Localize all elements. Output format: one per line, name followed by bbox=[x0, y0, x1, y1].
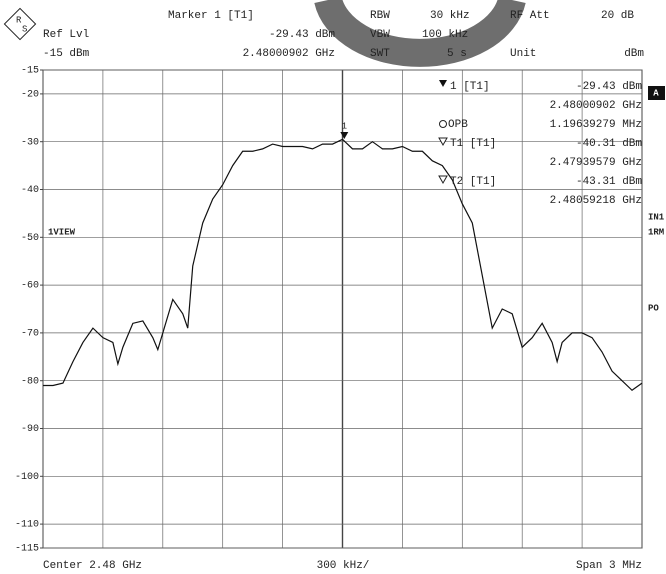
y-tick-label: -70 bbox=[21, 329, 39, 340]
panel-text: 1.19639279 MHz bbox=[550, 119, 642, 131]
marker-freq: 2.48000902 GHz bbox=[243, 48, 335, 60]
vbw-label: VBW bbox=[370, 29, 390, 41]
marker-label: 1 bbox=[342, 121, 347, 131]
trace-label: 1VIEW bbox=[48, 228, 76, 238]
unit-label: Unit bbox=[510, 48, 536, 60]
side-label: PO bbox=[648, 303, 659, 313]
logo: R S bbox=[3, 7, 37, 41]
panel-text: -43.31 dBm bbox=[576, 176, 642, 188]
footer-div: 300 kHz/ bbox=[317, 560, 370, 572]
y-tick-label: -80 bbox=[21, 376, 39, 387]
unit-value: dBm bbox=[624, 48, 644, 60]
trace bbox=[43, 138, 643, 392]
panel-text: 1 [T1] bbox=[450, 81, 490, 93]
marker-icon bbox=[439, 80, 447, 87]
y-tick-label: -15 bbox=[21, 66, 39, 77]
marker-panel: 1 [T1] -29.43 dBm 2.48000902 GHz OPB 1.1… bbox=[438, 80, 642, 207]
panel-text: 2.48059218 GHz bbox=[550, 195, 642, 207]
swt-label: SWT bbox=[370, 48, 390, 60]
att-label: RF Att bbox=[510, 10, 550, 22]
y-tick-label: -90 bbox=[21, 424, 39, 435]
marker-icon bbox=[438, 175, 448, 185]
y-tick-label: -115 bbox=[15, 544, 39, 555]
y-tick-label: -40 bbox=[21, 185, 39, 196]
panel-text: -29.43 dBm bbox=[576, 81, 642, 93]
y-tick-label: -100 bbox=[15, 472, 39, 483]
panel-text: 2.48000902 GHz bbox=[550, 100, 642, 112]
ref-value: -15 dBm bbox=[43, 48, 90, 60]
y-tick-label: -20 bbox=[21, 90, 39, 101]
panel-text: OPB bbox=[448, 119, 468, 131]
rbw-label: RBW bbox=[370, 10, 390, 22]
panel-text: 2.47939579 GHz bbox=[550, 157, 642, 169]
panel-text: T2 [T1] bbox=[450, 176, 496, 188]
vbw-value: 100 kHz bbox=[422, 29, 468, 41]
side-box bbox=[648, 86, 665, 100]
logo-letter: S bbox=[22, 24, 27, 34]
marker-level: -29.43 dBm bbox=[269, 29, 335, 41]
marker bbox=[340, 131, 349, 139]
swt-value: 5 s bbox=[447, 48, 467, 60]
y-tick-label: -110 bbox=[15, 520, 39, 531]
side-label: IN1 bbox=[648, 212, 665, 222]
footer-center: Center 2.48 GHz bbox=[43, 560, 142, 572]
marker-icon bbox=[438, 137, 448, 147]
ref-label: Ref Lvl bbox=[43, 29, 89, 41]
overlay-arc bbox=[314, 0, 526, 67]
plot: -15 -20 -30 -40 -50 -60 -70 -80 -90 -100 -110 -115 1… bbox=[15, 66, 643, 555]
panel-text: T1 [T1] bbox=[450, 138, 496, 150]
y-tick-label: -60 bbox=[21, 281, 39, 292]
att-value: 20 dB bbox=[601, 10, 634, 22]
rbw-value: 30 kHz bbox=[430, 10, 470, 22]
side-label: 1RM bbox=[648, 227, 664, 237]
footer-span: Span 3 MHz bbox=[576, 560, 642, 572]
marker-title: Marker 1 [T1] bbox=[168, 10, 254, 22]
y-tick-label: -30 bbox=[21, 137, 39, 148]
obw-icon bbox=[439, 120, 447, 128]
side-label: A bbox=[653, 88, 659, 98]
logo-diamond bbox=[3, 7, 37, 41]
panel-text: -40.31 dBm bbox=[576, 138, 642, 150]
logo-letter: R bbox=[16, 15, 22, 25]
y-tick-label: -50 bbox=[21, 233, 39, 244]
